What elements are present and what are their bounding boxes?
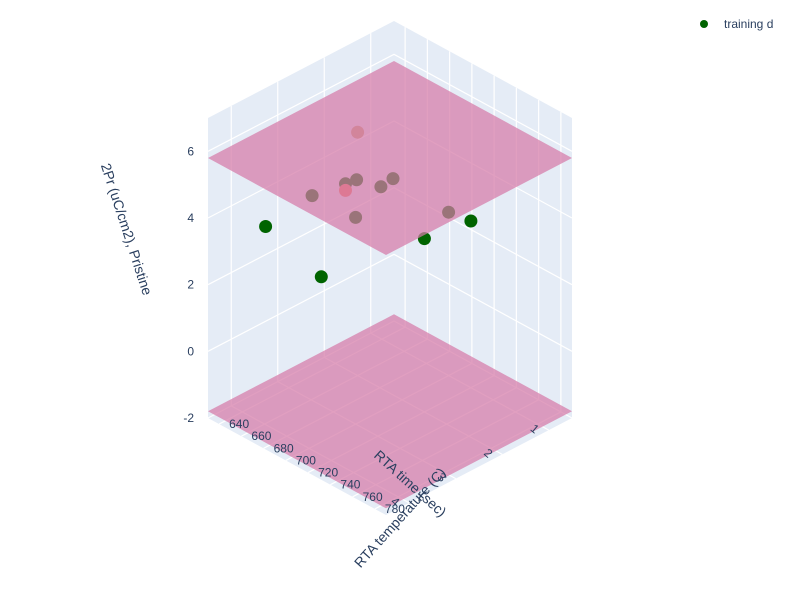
legend-entry-training: training d (724, 17, 773, 31)
tick-z-0: -2 (183, 411, 194, 425)
data-point-0-5 (259, 220, 273, 233)
data-point-0-3 (464, 214, 478, 228)
tick-z-1: 0 (187, 344, 194, 358)
tick-z-4: 6 (187, 144, 194, 158)
surface-plane-0 (208, 61, 572, 255)
tick-temp-1: 660 (251, 429, 271, 443)
grid-z-4 (207, 53, 573, 152)
tick-temp-5: 740 (340, 478, 360, 492)
tick-z-2: 2 (187, 278, 194, 292)
tick-temp-0: 640 (229, 417, 249, 431)
tick-temp-2: 680 (274, 441, 294, 455)
axis-title-z: 2Pr (uC/cm2), Pristine (98, 161, 156, 297)
legend-marker-training (700, 20, 708, 28)
legend[interactable]: training d (700, 17, 773, 31)
tick-temp-6: 760 (363, 490, 383, 504)
data-point-0-6 (314, 270, 328, 284)
tick-z-3: 4 (187, 211, 194, 225)
tick-temp-3: 700 (296, 453, 316, 467)
grid-z-1 (207, 253, 573, 352)
tick-temp-4: 720 (318, 466, 338, 480)
tick-temp-7: 780 (385, 502, 405, 516)
surface-plane-1 (208, 314, 572, 509)
